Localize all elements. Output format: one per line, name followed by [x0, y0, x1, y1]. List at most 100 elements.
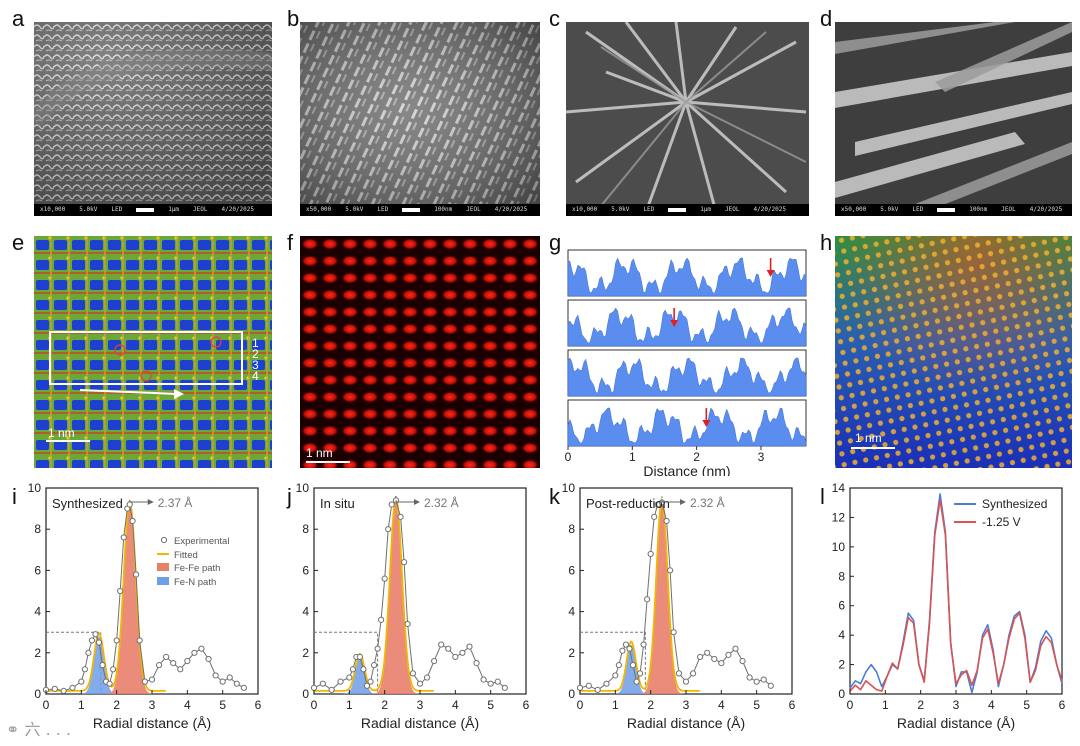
- experimental-point: [629, 662, 637, 669]
- xlabel: Radial distance (Å): [627, 715, 745, 731]
- ytick-label: 0: [568, 687, 575, 701]
- experimental-point: [397, 513, 404, 520]
- experimental-point: [675, 670, 683, 677]
- xtick-label: 2: [647, 698, 654, 712]
- row-number-3: 3: [252, 358, 259, 372]
- experimental-point: [191, 649, 198, 656]
- experimental-point: [409, 670, 417, 677]
- experimental-point: [136, 637, 143, 644]
- panel-label-c: c: [549, 6, 560, 31]
- xtick-label: 5: [753, 698, 760, 712]
- row-number-1: 1: [252, 336, 259, 350]
- experimental-point: [60, 687, 67, 695]
- experimental-point: [240, 684, 247, 691]
- experimental-point: [494, 678, 501, 685]
- xtick-label: 4: [718, 698, 725, 712]
- experimental-point: [636, 670, 644, 677]
- experimental-point: [233, 680, 240, 687]
- experimental-point: [423, 674, 431, 681]
- experimental-point: [226, 674, 233, 681]
- watermark-logo: ⚭ 六 . . .: [6, 720, 72, 739]
- experimental-point: [663, 517, 670, 525]
- panel-label-d: d: [820, 6, 833, 31]
- fit-window-dashed: [314, 631, 379, 694]
- experimental-point: [739, 657, 746, 665]
- experimental-point: [647, 550, 654, 558]
- experimental-point: [459, 649, 466, 656]
- experimental-point: [585, 682, 592, 689]
- experimental-point: [431, 657, 438, 665]
- xtick-label: 2: [381, 698, 388, 712]
- experimental-point: [732, 645, 739, 652]
- xtick-label: 4: [184, 698, 191, 712]
- experimental-point: [120, 534, 127, 541]
- peak-annotation: 2.32 Å: [690, 495, 725, 510]
- experimental-point: [711, 655, 718, 663]
- series-line-synthesized: [849, 493, 1063, 694]
- xtick-label: 3: [953, 698, 960, 712]
- experimental-point: [480, 676, 487, 683]
- experimental-point: [99, 662, 106, 669]
- experimental-point: [689, 670, 697, 677]
- experimental-line: [45, 503, 245, 692]
- ytick-label: 10: [296, 482, 310, 495]
- experimental-point: [141, 678, 149, 685]
- experimental-point: [92, 631, 99, 638]
- xtick-label: 4: [452, 698, 459, 712]
- experimental-point: [133, 571, 140, 578]
- sem-info-bar-d: x50,000 5.0kV LED 100nm JEOL 4/20/2025: [835, 204, 1072, 216]
- panel-label-j: j: [287, 484, 292, 509]
- profile-chart-g: 0 1 2 3 Distance (nm): [565, 249, 807, 479]
- experimental-point: [356, 653, 364, 661]
- ytick-label: 2: [838, 658, 845, 672]
- filtered-image-f: 1 nm: [300, 236, 540, 468]
- arrow-head-1: [766, 270, 775, 277]
- experimental-point: [113, 637, 120, 644]
- atomic-lattice-e: [34, 236, 272, 468]
- fe-fe-path-area: [46, 504, 258, 694]
- xtick-label: 3: [417, 698, 424, 712]
- experimental-point: [85, 649, 92, 656]
- legend-label-fefe: Fe-Fe path: [174, 563, 220, 574]
- experimental-point: [753, 678, 760, 685]
- experimental-point: [126, 501, 133, 508]
- g-xtick-label: 2: [693, 450, 700, 464]
- experimental-point: [88, 637, 96, 644]
- ytick-label: 4: [34, 605, 41, 619]
- experimental-point: [184, 657, 191, 665]
- experimental-point: [360, 666, 367, 673]
- xtick-label: 0: [311, 698, 318, 712]
- sem-image-c: x10,000 5.0kV LED 1µm JEOL 4/20/2025: [566, 22, 809, 216]
- g-xtick-label: 3: [758, 450, 765, 464]
- ytick-label: 12: [832, 510, 846, 524]
- experimental-point: [473, 660, 480, 667]
- experimental-point: [310, 684, 318, 691]
- ytick-label: 0: [302, 687, 309, 701]
- legend-label-fen: Fe-N path: [174, 577, 216, 588]
- experimental-point: [487, 680, 494, 687]
- fitted-line: [314, 495, 434, 692]
- fitted-line: [46, 498, 166, 692]
- experimental-point: [760, 676, 767, 683]
- xtick-label: 1: [78, 698, 85, 712]
- row-number-4: 4: [252, 369, 259, 383]
- ytick-label: 0: [838, 687, 845, 701]
- panel-title: In situ: [320, 496, 355, 511]
- experimental-point: [349, 666, 356, 673]
- experimental-point: [404, 620, 411, 628]
- legend-label-minus-1-25v: -1.25 V: [982, 515, 1021, 529]
- g-xtick-label: 0: [565, 450, 572, 464]
- experimental-point: [612, 672, 619, 679]
- ytick-label: 10: [832, 540, 846, 554]
- experimental-point: [619, 647, 626, 654]
- experimental-point: [117, 587, 124, 595]
- experimental-point: [682, 678, 690, 685]
- exafs-chart-j: 0 1 2 3 4 5 6 0 2 4 6 8 10 Radial distance (Å) In situ…: [296, 482, 530, 731]
- xtick-label: 2: [917, 698, 924, 712]
- xtick-label: 2: [113, 698, 120, 712]
- profile-trace-4: [567, 407, 807, 447]
- experimental-point: [615, 662, 622, 669]
- panel-label-k: k: [549, 484, 560, 509]
- panel-label-l: l: [820, 484, 825, 509]
- experimental-point: [212, 672, 219, 679]
